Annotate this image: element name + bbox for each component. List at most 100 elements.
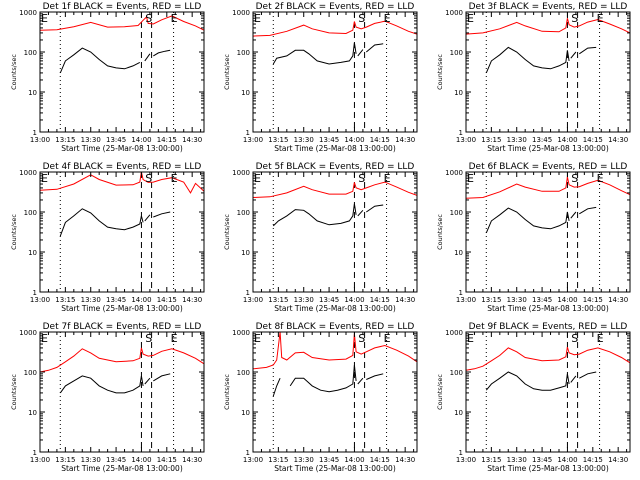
events-series-line xyxy=(153,373,171,382)
x-axis-label: Start Time (25-Mar-08 13:00:00) xyxy=(487,464,609,473)
interval-marker-label: E xyxy=(597,332,604,345)
events-series-line xyxy=(59,47,141,74)
x-tick-label: 13:30 xyxy=(507,136,527,144)
y-tick-label: 1 xyxy=(459,289,463,297)
x-tick-label: 14:30 xyxy=(395,456,415,464)
x-axis-label: Start Time (25-Mar-08 13:00:00) xyxy=(61,464,183,473)
plot-frame xyxy=(465,11,631,133)
events-series-line xyxy=(153,211,171,218)
interval-marker-label: S xyxy=(571,12,578,25)
y-tick-label: 10 xyxy=(454,89,463,97)
x-axis-label: Start Time (25-Mar-08 13:00:00) xyxy=(274,144,396,153)
panel-title: Det 5f BLACK = Events, RED = LLD xyxy=(256,162,415,172)
x-tick-label: 13:15 xyxy=(268,136,288,144)
x-tick-label: 13:15 xyxy=(268,296,288,304)
x-tick-label: 14:15 xyxy=(157,136,177,144)
x-tick-label: 13:00 xyxy=(456,456,476,464)
events-series-line xyxy=(357,377,364,385)
events-series-line xyxy=(579,46,597,55)
interval-marker-label: E xyxy=(384,172,391,185)
x-tick-label: 13:45 xyxy=(532,296,552,304)
lld-series-line xyxy=(465,346,631,371)
y-tick-label: 100 xyxy=(24,49,37,57)
y-tick-label: 1000 xyxy=(232,329,250,337)
y-tick-label: 100 xyxy=(237,209,250,217)
lld-series-line xyxy=(465,18,631,35)
panel-9: Det 9f BLACK = Events, RED = LLD 1 10 100 10… xyxy=(436,322,631,473)
events-series-line xyxy=(366,204,384,213)
y-tick-label: 10 xyxy=(28,89,37,97)
interval-marker-label: S xyxy=(571,332,578,345)
events-series-line xyxy=(365,43,384,53)
x-tick-label: 14:15 xyxy=(583,296,603,304)
y-axis-label: Counts/sec xyxy=(10,214,18,250)
x-tick-label: 14:00 xyxy=(131,456,151,464)
x-tick-label: 14:00 xyxy=(131,296,151,304)
y-axis-label: Counts/sec xyxy=(223,374,231,410)
events-series-line xyxy=(357,209,364,217)
x-tick-label: 14:00 xyxy=(344,296,364,304)
y-axis-label: Counts/sec xyxy=(223,54,231,90)
panel-title: Det 1f BLACK = Events, RED = LLD xyxy=(43,2,202,12)
y-tick-label: 1 xyxy=(459,129,463,137)
x-tick-label: 14:30 xyxy=(395,296,415,304)
y-tick-label: 1 xyxy=(246,449,250,457)
y-tick-label: 100 xyxy=(450,369,463,377)
x-tick-label: 13:00 xyxy=(456,296,476,304)
x-tick-label: 13:15 xyxy=(481,136,501,144)
interval-marker-label: S xyxy=(145,12,152,25)
panel-title: Det 7f BLACK = Events, RED = LLD xyxy=(43,322,202,332)
interval-marker-label: E xyxy=(384,332,391,345)
y-tick-label: 1000 xyxy=(19,9,37,17)
lld-series-line xyxy=(39,347,205,373)
x-tick-label: 14:30 xyxy=(182,296,202,304)
x-tick-label: 14:30 xyxy=(608,296,628,304)
panel-8: Det 8f BLACK = Events, RED = LLD 1 10 100 10… xyxy=(223,322,418,473)
y-tick-label: 1000 xyxy=(445,329,463,337)
panel-title: Det 6f BLACK = Events, RED = LLD xyxy=(469,162,628,172)
x-axis-label: Start Time (25-Mar-08 13:00:00) xyxy=(274,464,396,473)
plot-frame xyxy=(39,171,205,293)
interval-marker-label: E xyxy=(254,172,261,185)
x-tick-label: 13:45 xyxy=(319,136,339,144)
x-tick-label: 13:15 xyxy=(55,456,75,464)
interval-marker-label: E xyxy=(467,12,474,25)
events-series-line xyxy=(485,207,570,234)
interval-marker-label: S xyxy=(145,332,152,345)
interval-marker-label: S xyxy=(145,172,152,185)
x-axis-label: Start Time (25-Mar-08 13:00:00) xyxy=(274,304,396,313)
x-tick-label: 14:00 xyxy=(344,456,364,464)
y-tick-label: 10 xyxy=(454,249,463,257)
x-tick-label: 14:00 xyxy=(557,456,577,464)
x-tick-label: 13:30 xyxy=(81,136,101,144)
y-axis-label: Counts/sec xyxy=(436,54,444,90)
x-tick-label: 13:30 xyxy=(294,136,314,144)
x-tick-label: 14:15 xyxy=(583,136,603,144)
x-tick-label: 13:45 xyxy=(319,296,339,304)
events-series-line xyxy=(579,371,597,379)
interval-marker-label: E xyxy=(171,332,178,345)
x-axis-label: Start Time (25-Mar-08 13:00:00) xyxy=(61,304,183,313)
x-tick-label: 14:30 xyxy=(182,136,202,144)
lld-series-line xyxy=(465,176,631,199)
x-tick-label: 13:45 xyxy=(532,456,552,464)
interval-marker-label: E xyxy=(41,332,48,345)
x-tick-label: 14:15 xyxy=(370,296,390,304)
x-tick-label: 13:45 xyxy=(319,456,339,464)
panel-title: Det 8f BLACK = Events, RED = LLD xyxy=(256,322,415,332)
interval-marker-label: S xyxy=(358,332,365,345)
y-axis-label: Counts/sec xyxy=(10,54,18,90)
events-series-line xyxy=(570,375,577,383)
panel-title: Det 2f BLACK = Events, RED = LLD xyxy=(256,2,415,12)
y-tick-label: 1000 xyxy=(445,9,463,17)
panel-3: Det 3f BLACK = Events, RED = LLD 1 10 100 10… xyxy=(436,2,631,153)
interval-marker-label: S xyxy=(571,172,578,185)
y-tick-label: 1 xyxy=(246,129,250,137)
x-tick-label: 14:00 xyxy=(557,296,577,304)
panel-1: Det 1f BLACK = Events, RED = LLD 1 10 100 10… xyxy=(10,2,205,153)
x-tick-label: 14:15 xyxy=(583,456,603,464)
y-tick-label: 100 xyxy=(450,49,463,57)
interval-marker-label: E xyxy=(597,172,604,185)
lld-series-line xyxy=(39,171,205,194)
